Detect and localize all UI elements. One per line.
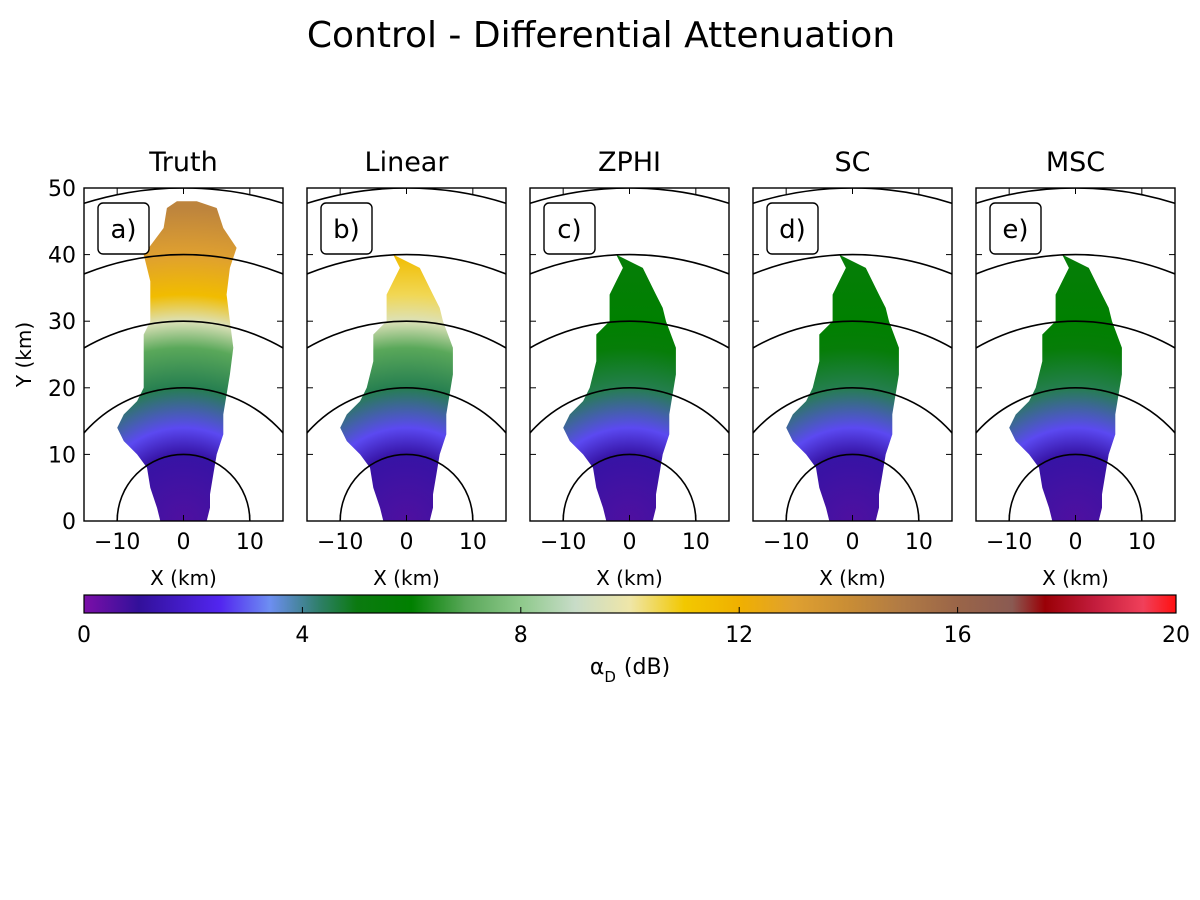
x-tick-label: 0 <box>1069 530 1083 555</box>
panel-5: MSC e) −10 0 10 X (km) <box>975 147 1176 590</box>
panel-4: SC d) −10 0 10 X (km) <box>752 147 953 590</box>
panel-label: b) <box>333 215 360 245</box>
panel-title: Linear <box>365 147 450 178</box>
range-ring <box>976 253 1175 275</box>
colorbar-label: αD (dB) <box>590 655 670 686</box>
y-tick-label: 40 <box>48 244 76 269</box>
x-tick-label: 10 <box>1128 530 1156 555</box>
range-ring <box>530 320 729 349</box>
panel-label-box <box>320 202 373 255</box>
x-tick-label: −10 <box>94 530 140 555</box>
y-tick-label: 20 <box>48 377 76 402</box>
panel-label-box <box>97 202 150 255</box>
figure-title: Control - Differential Attenuation <box>307 15 895 56</box>
x-tick-label: −10 <box>986 530 1032 555</box>
panel-label-box <box>989 202 1042 255</box>
range-ring <box>307 253 506 275</box>
x-axis-label: X (km) <box>1042 566 1109 590</box>
x-tick-label: 10 <box>682 530 710 555</box>
echo-region <box>117 201 237 521</box>
x-tick-label: 0 <box>400 530 414 555</box>
x-axis-label: X (km) <box>150 566 217 590</box>
colorbar-tick-label: 4 <box>295 623 309 648</box>
colorbar: 0 4 8 12 16 20 αD (dB) <box>77 594 1190 686</box>
x-tick-label: −10 <box>763 530 809 555</box>
range-ring <box>84 387 283 435</box>
panel-label-box <box>543 202 596 255</box>
panel-2: Linear b) −10 0 10 X (km) <box>306 147 507 590</box>
x-axis-label: X (km) <box>819 566 886 590</box>
panel-label-box <box>766 202 819 255</box>
y-axis-label: Y (km) <box>12 322 36 388</box>
x-tick-label: −10 <box>317 530 363 555</box>
y-tick-label: 10 <box>48 443 76 468</box>
y-tick-label: 0 <box>62 510 76 535</box>
range-ring <box>307 387 506 435</box>
x-tick-label: 10 <box>459 530 487 555</box>
panel-label: d) <box>779 215 806 245</box>
range-ring <box>307 320 506 349</box>
range-ring <box>84 320 283 349</box>
colorbar-tick-label: 16 <box>944 623 972 648</box>
x-tick-label: 10 <box>236 530 264 555</box>
x-axis-label: X (km) <box>596 566 663 590</box>
colorbar-ticks: 0 4 8 12 16 20 <box>77 607 1190 648</box>
panel-title: ZPHI <box>598 147 661 178</box>
colorbar-label-subscript: D <box>604 668 616 686</box>
range-ring <box>753 320 952 349</box>
colorbar-tick-label: 20 <box>1162 623 1190 648</box>
x-tick-label: 0 <box>846 530 860 555</box>
panel-label: e) <box>1002 215 1028 245</box>
x-tick-label: 10 <box>905 530 933 555</box>
range-ring <box>530 387 729 435</box>
colorbar-tick-label: 8 <box>514 623 528 648</box>
range-ring <box>976 387 1175 435</box>
y-tick-label: 30 <box>48 310 76 335</box>
range-ring <box>530 253 729 275</box>
x-tick-label: −10 <box>540 530 586 555</box>
panel-title: MSC <box>1046 147 1105 178</box>
range-ring <box>753 253 952 275</box>
panel-label: a) <box>110 215 136 245</box>
colorbar-label-symbol: α <box>590 655 605 680</box>
panels: Truth a) −10 0 10 0 10 20 30 40 50 X (km) Y (km) Line… <box>12 147 1176 590</box>
colorbar-tick-label: 12 <box>725 623 753 648</box>
y-tick-label: 50 <box>48 177 76 202</box>
panel-title: Truth <box>148 147 217 178</box>
panel-title: SC <box>835 147 871 178</box>
range-ring <box>84 253 283 275</box>
panel-3: ZPHI c) −10 0 10 X (km) <box>529 147 730 590</box>
x-tick-label: 0 <box>623 530 637 555</box>
colorbar-gradient <box>83 594 1177 614</box>
panel-1: Truth a) −10 0 10 0 10 20 30 40 50 X (km) Y (km) <box>12 147 284 590</box>
x-axis-label: X (km) <box>373 566 440 590</box>
x-tick-label: 0 <box>177 530 191 555</box>
range-ring <box>753 387 952 435</box>
colorbar-tick-label: 0 <box>77 623 91 648</box>
colorbar-label-unit: (dB) <box>624 655 670 680</box>
panel-label: c) <box>557 215 581 245</box>
range-ring <box>976 320 1175 349</box>
